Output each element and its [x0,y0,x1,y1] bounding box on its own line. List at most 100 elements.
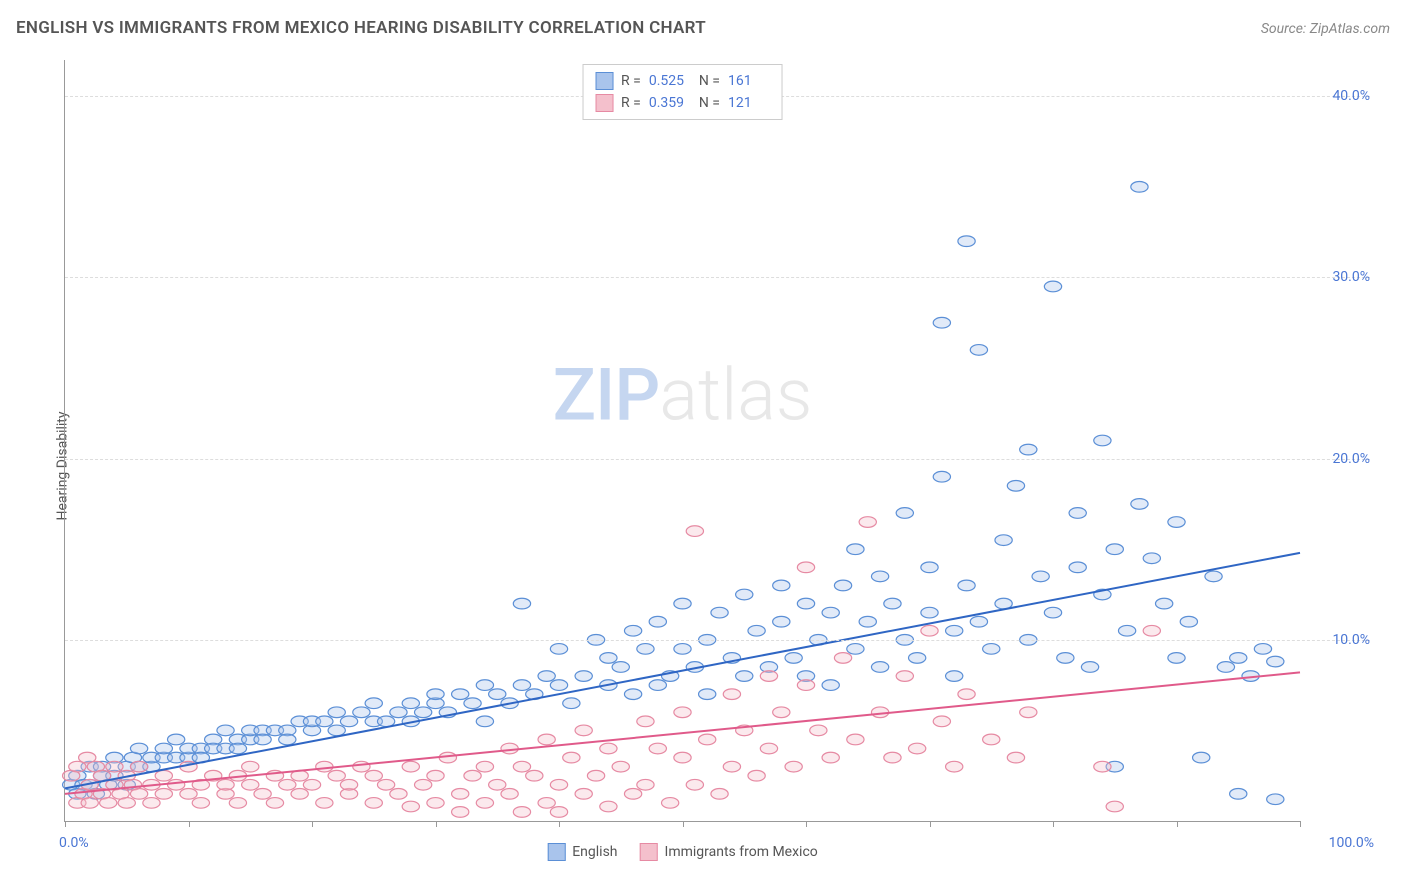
data-point [402,698,419,709]
data-point [612,761,629,772]
data-point [612,662,629,673]
chart-header: ENGLISH VS IMMIGRANTS FROM MEXICO HEARIN… [16,18,1390,38]
data-point [896,671,913,682]
data-point [464,770,481,781]
x-axis-min-label: 0.0% [59,835,89,851]
x-tick [806,821,807,827]
y-tick-label: 20.0% [1332,451,1370,467]
data-point [563,698,580,709]
data-point [168,734,185,745]
legend-r-label-0: R = [621,73,641,89]
legend-series-swatch-1 [640,843,658,861]
data-point [1193,752,1210,763]
data-point [624,625,641,636]
data-point [946,761,963,772]
data-point [452,807,469,818]
legend-series-label-0: English [572,844,617,860]
data-point [316,798,333,809]
data-point [871,662,888,673]
data-point [550,680,567,691]
data-point [575,725,592,736]
data-point [192,798,209,809]
data-point [501,788,518,799]
data-point [834,580,851,591]
data-point [316,716,333,727]
data-point [773,616,790,627]
data-point [1032,571,1049,582]
data-point [773,580,790,591]
data-point [1069,508,1086,519]
data-point [1267,656,1284,667]
data-point [686,779,703,790]
data-point [155,770,172,781]
data-point [1143,553,1160,564]
data-point [834,653,851,664]
data-point [217,779,234,790]
x-axis-max-label: 100.0% [1329,835,1374,851]
data-point [847,644,864,655]
data-point [328,770,345,781]
x-tick [1177,821,1178,827]
legend-series-item-0: English [547,843,617,861]
data-point [1217,662,1234,673]
data-point [970,616,987,627]
data-point [921,607,938,618]
data-point [550,779,567,790]
data-point [649,616,666,627]
data-point [760,671,777,682]
data-point [563,752,580,763]
data-point [958,580,975,591]
data-point [822,607,839,618]
data-point [365,770,382,781]
data-point [1007,480,1024,491]
data-point [909,653,926,664]
legend-stats-row-1: R = 0.359 N = 121 [595,92,770,114]
data-point [995,535,1012,546]
data-point [100,798,117,809]
data-point [279,734,296,745]
data-point [1094,435,1111,446]
data-point [1020,444,1037,455]
data-point [723,689,740,700]
data-point [760,743,777,754]
data-point [723,761,740,772]
data-point [476,680,493,691]
legend-r-label-1: R = [621,95,641,111]
data-point [1180,616,1197,627]
data-point [1156,598,1173,609]
data-point [538,798,555,809]
data-point [353,707,370,718]
data-point [415,779,432,790]
data-point [353,761,370,772]
data-point [810,725,827,736]
data-point [427,689,444,700]
data-point [822,752,839,763]
data-point [168,779,185,790]
data-point [699,734,716,745]
data-point [736,589,753,600]
data-point [637,644,654,655]
data-point [1020,707,1037,718]
data-point [933,317,950,328]
data-point [254,788,271,799]
legend-stats-row-0: R = 0.525 N = 161 [595,70,770,92]
data-point [513,680,530,691]
data-point [316,761,333,772]
data-point [921,562,938,573]
legend-r-value-1: 0.359 [649,95,691,111]
data-point [365,698,382,709]
data-point [711,788,728,799]
chart-container: Hearing Disability ZIPatlas R = 0.525 N … [16,50,1390,882]
data-point [155,743,172,754]
data-point [1106,544,1123,555]
gridline [65,459,1370,460]
data-point [600,653,617,664]
data-point [303,779,320,790]
data-point [711,607,728,618]
gridline [65,277,1370,278]
legend-n-value-0: 161 [728,73,770,89]
data-point [624,788,641,799]
data-point [143,798,160,809]
data-point [402,761,419,772]
data-point [279,779,296,790]
